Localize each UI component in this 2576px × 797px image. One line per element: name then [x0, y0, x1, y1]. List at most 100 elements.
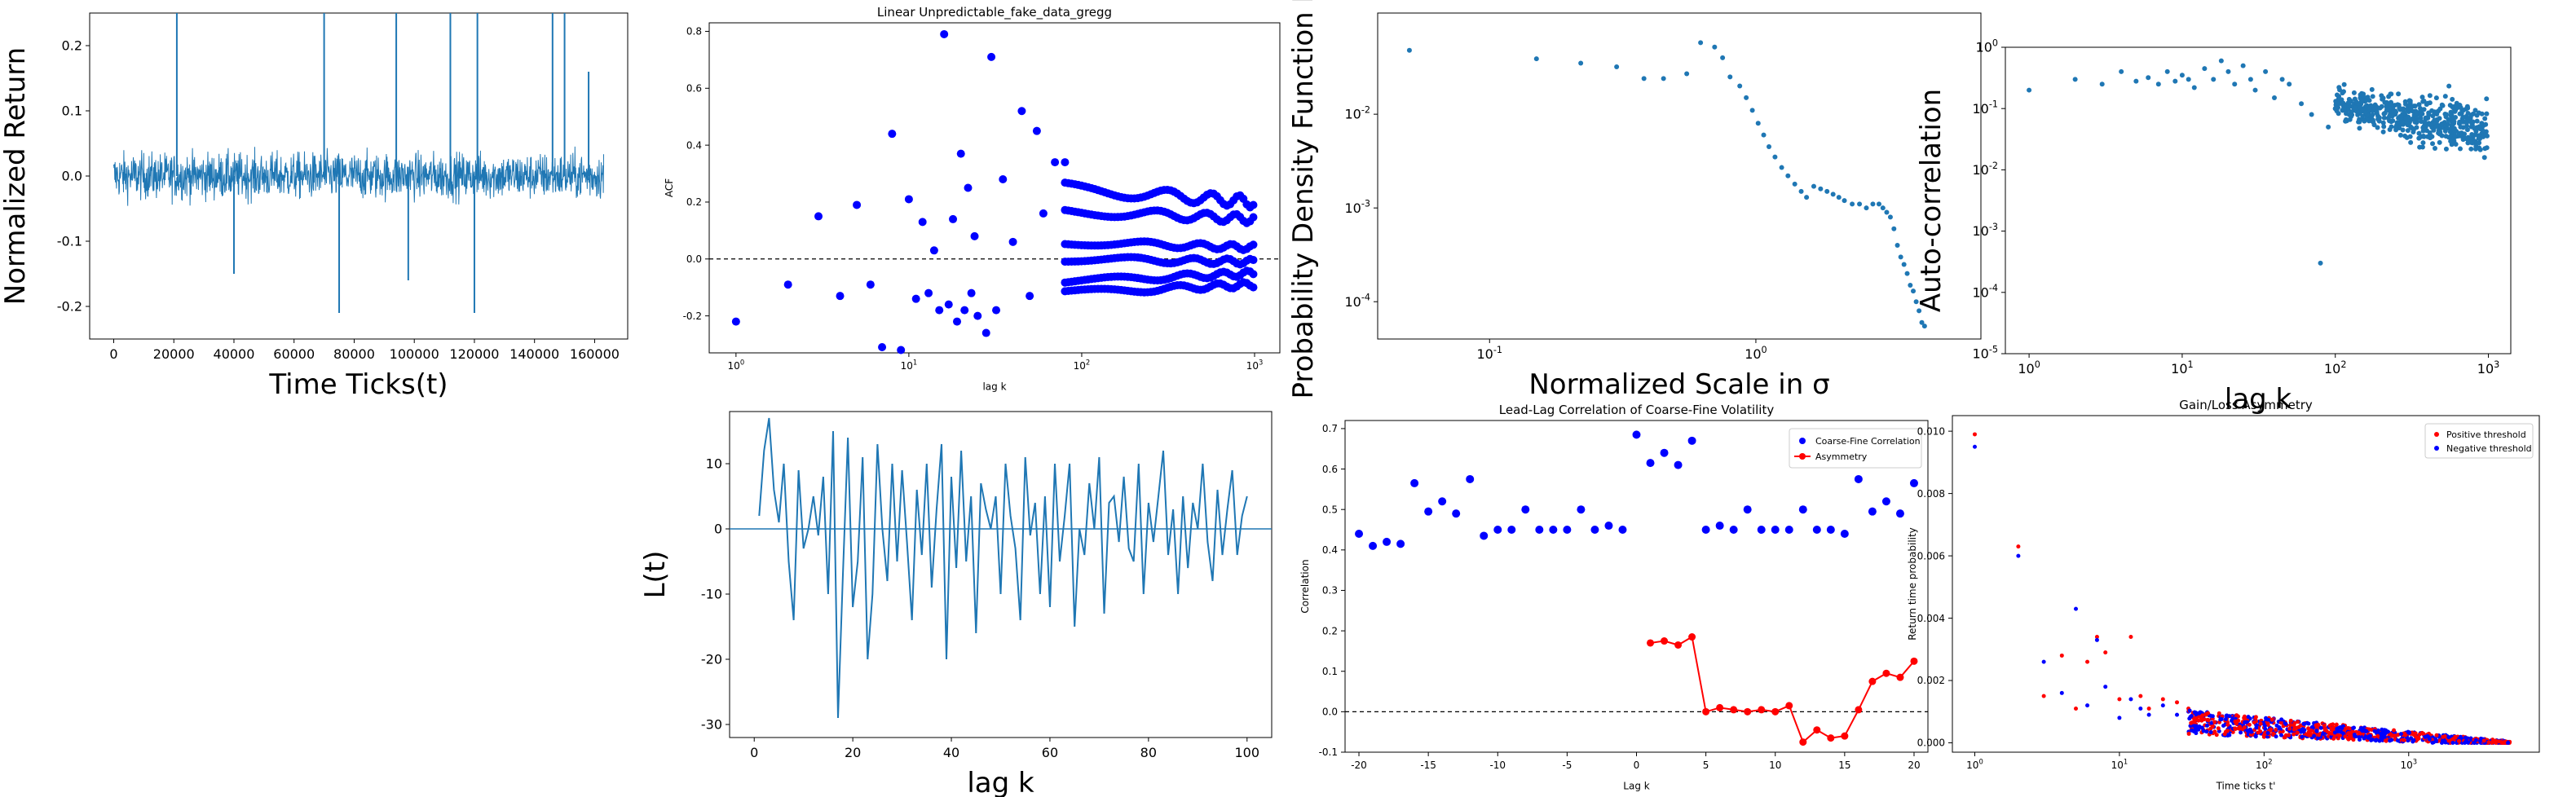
- positive-point: [2296, 720, 2300, 724]
- y-axis-label: Normalized Return: [0, 47, 32, 305]
- x-axis-label: lag k: [2225, 383, 2292, 416]
- legend-marker-negative: [2434, 446, 2439, 451]
- autocorr-cloud-point: [2340, 90, 2345, 96]
- y-tick-label: 0.6: [1322, 464, 1338, 475]
- negative-point: [2368, 733, 2373, 738]
- positive-point: [2258, 721, 2263, 726]
- autocorr-cloud-point: [2483, 121, 2489, 127]
- acf-point: [981, 328, 990, 337]
- positive-point: [2117, 697, 2122, 702]
- negative-point: [2382, 734, 2387, 739]
- autocorr-cloud-point: [2477, 140, 2482, 146]
- positive-point: [2441, 734, 2446, 739]
- pdf-point: [1772, 154, 1778, 160]
- autocorr-point: [2027, 87, 2032, 93]
- positive-point: [2375, 733, 2380, 738]
- y-axis-label: Auto-correlation: [1915, 89, 1947, 312]
- autocorr-cloud-point: [2458, 104, 2464, 110]
- autocorr-cloud-point: [2429, 125, 2435, 130]
- autocorr-cloud-point: [2387, 126, 2393, 132]
- negative-point: [2187, 708, 2192, 713]
- coarse-fine-point: [1577, 505, 1586, 514]
- negative-point: [2244, 720, 2249, 724]
- pdf-point: [1406, 47, 1412, 53]
- coarse-fine-point: [1507, 526, 1516, 535]
- autocorr-points: [2027, 58, 2490, 266]
- pdf-point: [1684, 71, 1690, 77]
- y-tick-label: 10-2: [1972, 161, 1998, 178]
- autocorr-cloud-point: [2484, 111, 2490, 117]
- positive-point: [2203, 712, 2208, 717]
- autocorr-cloud-point: [2406, 114, 2411, 120]
- pdf-point: [1785, 173, 1791, 178]
- autocorr-cloud-point: [2407, 134, 2413, 139]
- x-tick-label: 10-1: [1477, 345, 1503, 362]
- coarse-fine-point: [1355, 529, 1364, 538]
- autocorr-cloud-point: [2348, 98, 2353, 103]
- negative-point: [2208, 729, 2213, 734]
- autocorr-cloud-point: [2465, 105, 2471, 111]
- x-tick-label: 10: [1769, 760, 1781, 771]
- positive-point: [2446, 738, 2451, 743]
- positive-point: [2500, 741, 2505, 746]
- plot-frame: [1344, 420, 1929, 753]
- negative-point: [2370, 737, 2375, 742]
- positive-point: [2343, 734, 2348, 739]
- pdf-point: [1698, 40, 1704, 46]
- pdf-point: [1917, 308, 1922, 314]
- negative-point: [2128, 697, 2133, 702]
- x-axis-label: Time ticks t': [2216, 781, 2276, 792]
- y-tick-label: 0.6: [686, 83, 702, 95]
- autocorr-point: [2287, 81, 2292, 87]
- autocorr-cloud-point: [2405, 128, 2411, 134]
- positive-point: [2391, 733, 2396, 738]
- y-tick-label: 0.2: [1322, 625, 1338, 636]
- pdf-point: [1830, 192, 1836, 197]
- positive-point: [2128, 635, 2133, 640]
- positive-point: [2317, 733, 2322, 738]
- asymmetry-line: [1650, 635, 1915, 744]
- plot-frame: [729, 411, 1273, 738]
- autocorr-cloud-point: [2341, 81, 2347, 87]
- autocorr-cloud-point: [2390, 105, 2396, 111]
- positive-point: [2238, 724, 2243, 729]
- y-tick-label: 10-4: [1972, 283, 1998, 300]
- x-tick-label: -5: [1562, 760, 1572, 771]
- autocorr-cloud-point: [2410, 108, 2415, 114]
- x-tick-label: 0: [750, 745, 758, 760]
- acf-point: [960, 306, 969, 315]
- autocorr-cloud-point: [2439, 121, 2445, 127]
- positive-point: [2291, 732, 2296, 737]
- autocorr-cloud-point: [2477, 145, 2482, 151]
- negative-point: [2411, 738, 2416, 742]
- autocorr-cloud-point: [2380, 95, 2386, 101]
- acf-point: [970, 231, 979, 240]
- legend-label-negative: Negative threshold: [2446, 443, 2532, 454]
- positive-point: [2103, 650, 2108, 655]
- acf-point: [1039, 209, 1048, 218]
- autocorr-cloud-point: [2380, 120, 2386, 125]
- autocorr-point: [2133, 78, 2139, 84]
- autocorr-cloud-point: [2437, 131, 2442, 137]
- autocorr-cloud-point: [2335, 105, 2340, 111]
- positive-point: [2329, 726, 2334, 731]
- legend-marker-positive: [2434, 432, 2439, 437]
- x-tick-label: 40: [943, 745, 959, 760]
- coarse-fine-point: [1701, 526, 1710, 535]
- positive-point: [2417, 732, 2422, 737]
- y-tick-label: 10-3: [1344, 199, 1370, 216]
- autocorr-cloud-point: [2430, 141, 2436, 147]
- y-axis-label: Correlation: [1299, 559, 1311, 613]
- acf-point: [836, 292, 845, 301]
- autocorr-cloud-point: [2446, 83, 2452, 89]
- negative-point: [2389, 738, 2394, 742]
- negative-point: [2227, 733, 2232, 738]
- autocorr-point: [2072, 77, 2078, 82]
- positive-point: [2307, 733, 2312, 738]
- negative-point: [2223, 716, 2228, 721]
- negative-point: [2464, 738, 2468, 743]
- negative-point: [2219, 716, 2224, 721]
- positive-point: [2274, 728, 2278, 733]
- x-tick-label: 80: [1140, 745, 1157, 760]
- positive-point: [2242, 714, 2247, 719]
